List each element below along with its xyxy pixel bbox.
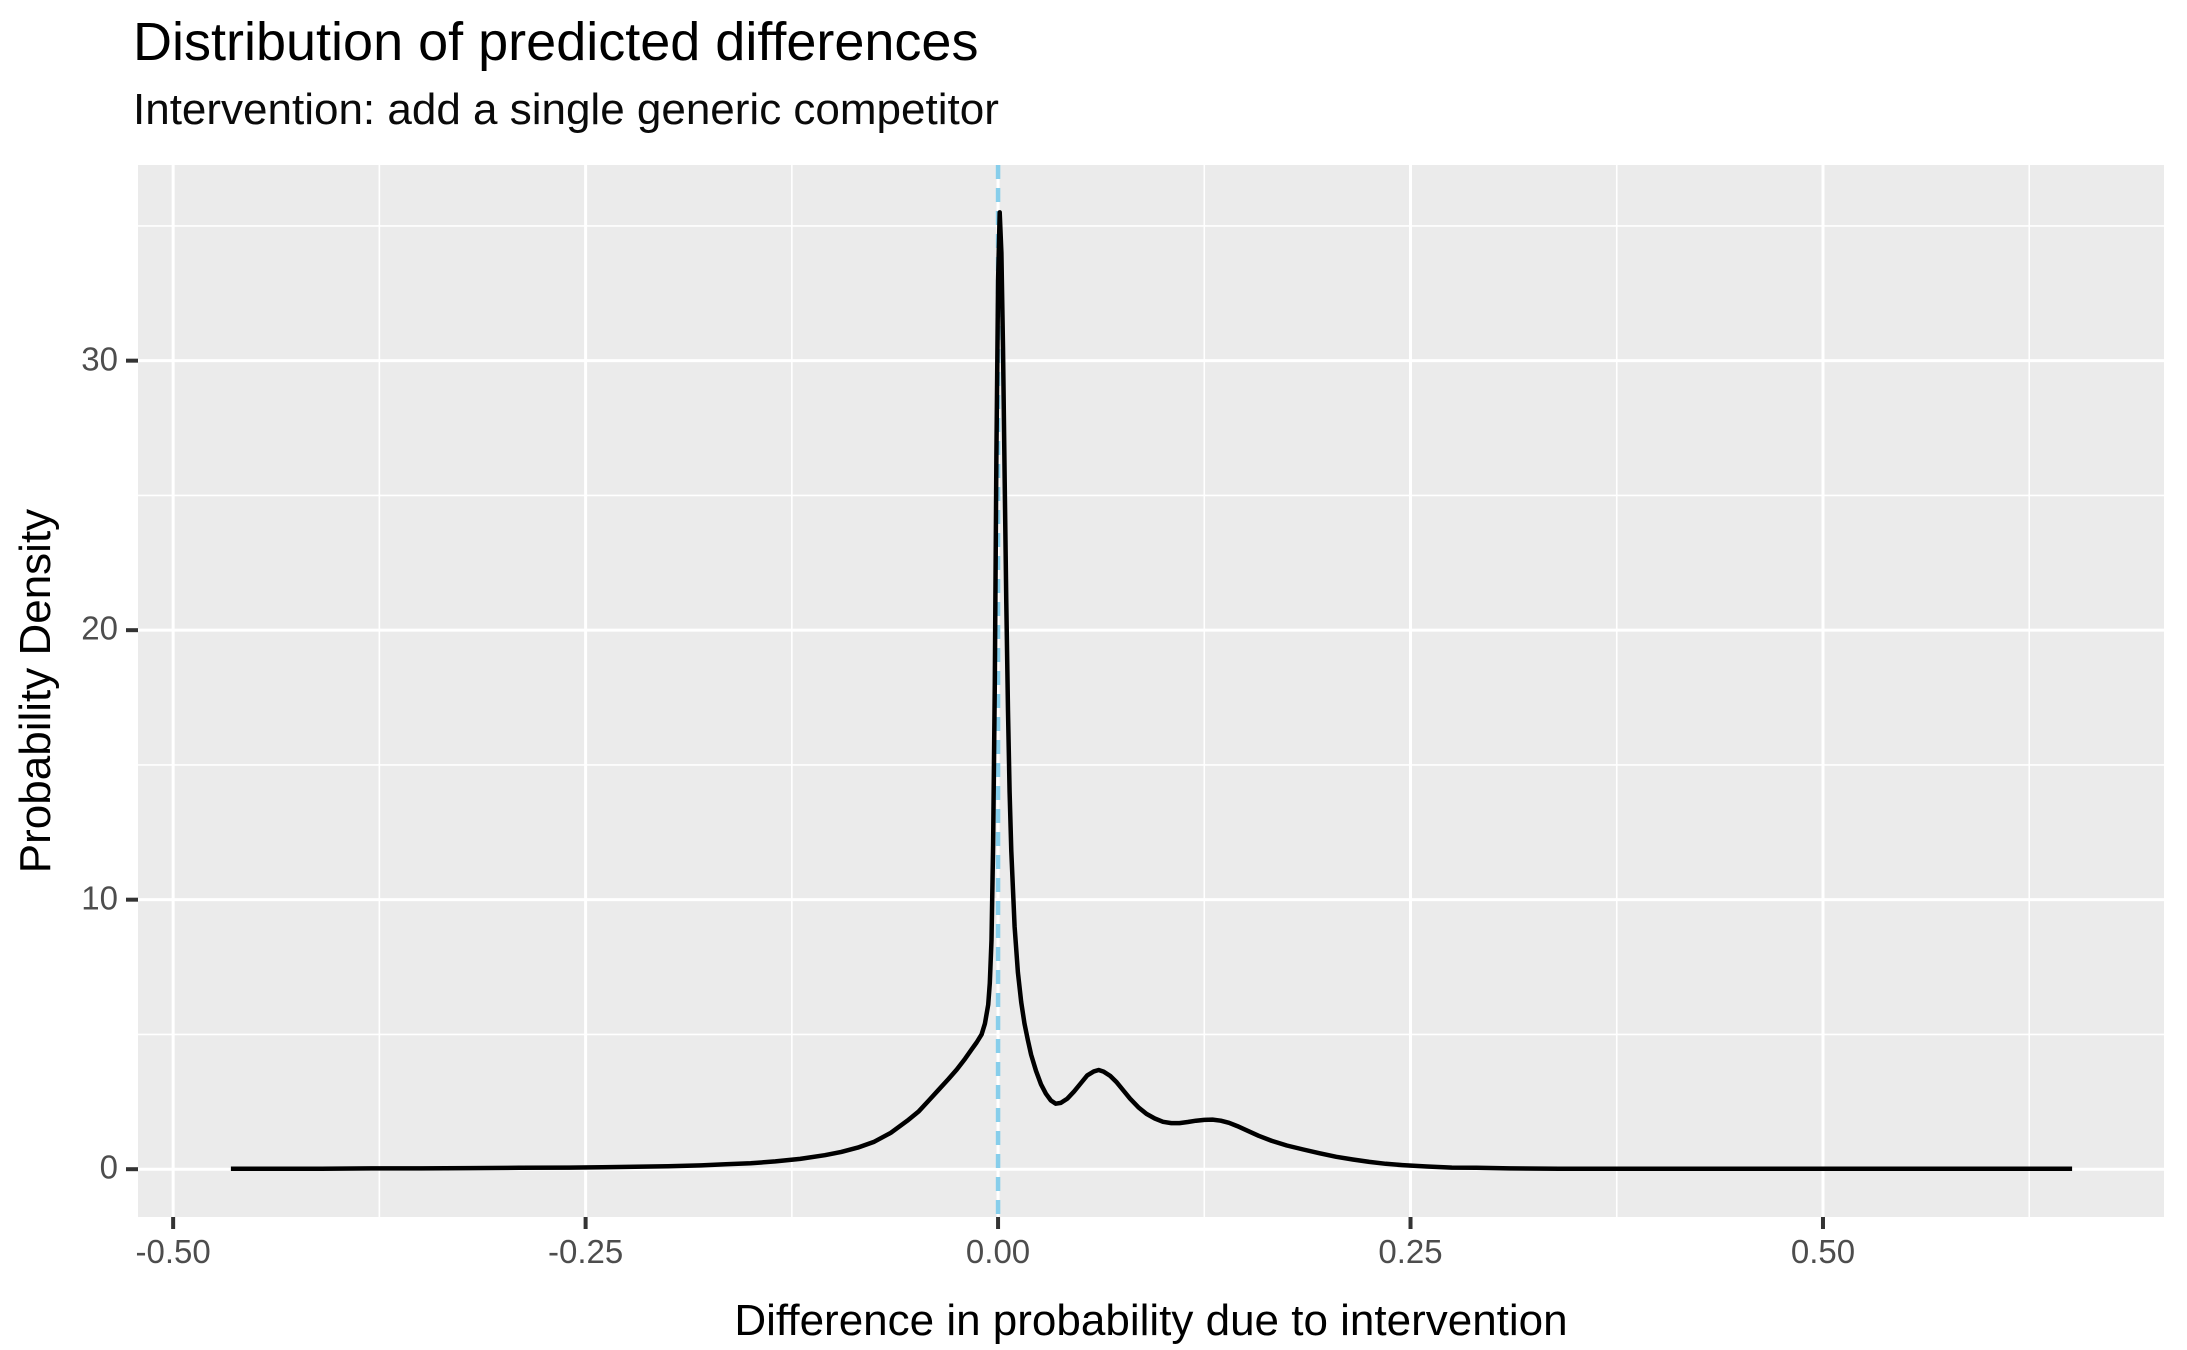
density-plot-canvas bbox=[138, 165, 2164, 1217]
y-axis-tick-label: 10 bbox=[81, 879, 118, 917]
chart-subtitle: Intervention: add a single generic compe… bbox=[133, 85, 999, 134]
x-axis-title: Difference in probability due to interve… bbox=[734, 1296, 1568, 1345]
y-axis-tick-label: 30 bbox=[81, 340, 118, 378]
y-axis-tick-label: 0 bbox=[99, 1148, 118, 1186]
y-axis-title: Probability Density bbox=[11, 508, 60, 874]
x-axis-tick-label: -0.50 bbox=[135, 1233, 211, 1270]
x-axis-tick-label: 0.50 bbox=[1790, 1233, 1856, 1270]
y-axis-tick-label: 20 bbox=[81, 609, 118, 647]
chart-title: Distribution of predicted differences bbox=[133, 12, 979, 72]
x-axis-tick-label: 0.00 bbox=[965, 1233, 1031, 1270]
x-axis-tick-label: -0.25 bbox=[547, 1233, 624, 1270]
plot-panel bbox=[138, 165, 2164, 1217]
density-curve bbox=[230, 210, 2073, 1171]
x-axis-tick-label: 0.25 bbox=[1378, 1233, 1443, 1270]
